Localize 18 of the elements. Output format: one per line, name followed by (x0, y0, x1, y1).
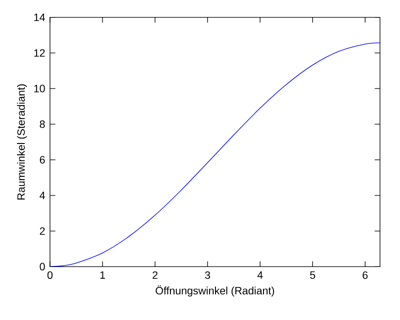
x-axis-title: Öffnungswinkel (Radiant) (156, 285, 274, 297)
x-tick-label: 4 (257, 271, 263, 279)
x-tick-label: 5 (310, 271, 316, 279)
y-tick-label: 2 (40, 227, 45, 235)
y-tick-label: 12 (34, 49, 45, 57)
line-series (50, 42, 380, 267)
x-tick-label: 1 (100, 271, 105, 279)
y-tick-label: 10 (34, 84, 45, 92)
x-tick-label: 6 (362, 271, 368, 279)
y-axis-title: Raumwinkel (Steradiant) (16, 84, 27, 200)
y-tick-label: 8 (40, 120, 45, 128)
y-tick-label: 14 (34, 14, 45, 21)
x-tick-label: 3 (205, 271, 210, 279)
y-tick-label: 4 (40, 192, 45, 200)
y-tick-label: 0 (40, 262, 45, 270)
x-tick-label: 0 (47, 271, 53, 279)
x-tick-label: 2 (152, 271, 158, 279)
y-tick-label: 6 (40, 156, 45, 164)
